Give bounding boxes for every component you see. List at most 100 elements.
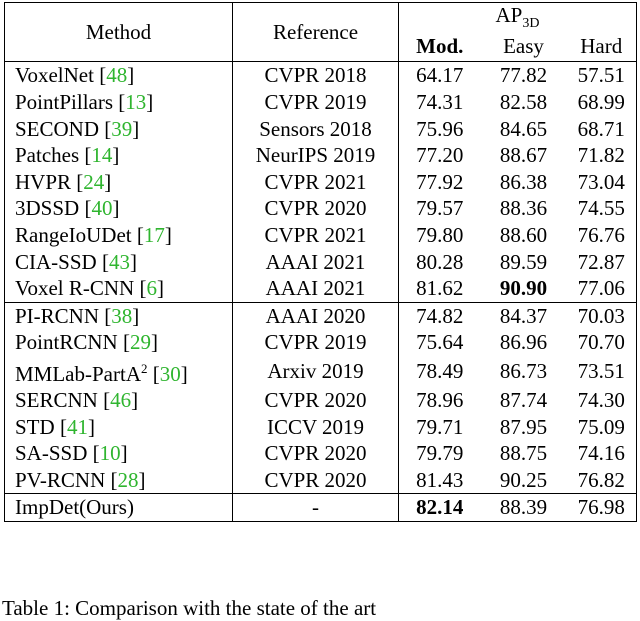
mod-cell: 78.49 <box>398 355 481 387</box>
method-cell: Voxel R-CNN 6 <box>5 275 233 302</box>
mod-cell: 79.79 <box>398 439 481 467</box>
method-cell: 3DSSD 40 <box>5 195 233 222</box>
header-easy: Easy <box>503 34 544 59</box>
method-cell: HVPR 24 <box>5 169 233 196</box>
hard-cell: 74.55 <box>577 196 625 221</box>
mod-cell: 80.28 <box>398 248 481 275</box>
reference-cell: CVPR 2019 <box>232 88 399 116</box>
hard-cell: 73.04 <box>577 169 625 194</box>
reference-cell: CVPR 2021 <box>232 168 399 196</box>
easy-cell: 88.75 <box>499 441 548 466</box>
method-cell: PointPillars 13 <box>5 89 233 116</box>
easy-cell: 86.38 <box>499 169 548 194</box>
hard-cell: 75.09 <box>577 414 625 439</box>
reference-cell: AAAI 2021 <box>232 274 399 303</box>
method-cell: MMLab-PartA2 30 <box>5 356 233 387</box>
mod-cell: 79.71 <box>398 413 481 440</box>
method-cell: VoxelNet 48 <box>4 61 233 89</box>
mod-cell: 78.96 <box>398 386 481 414</box>
citation: 6 <box>139 276 164 300</box>
easy-cell: 90.90 <box>499 276 548 301</box>
easy-cell: 87.74 <box>499 388 548 413</box>
method-name: PointPillars <box>15 90 114 115</box>
easy-cell: 87.95 <box>499 414 548 439</box>
mod-cell: 81.62 <box>398 274 481 303</box>
method-cell: PI-RCNN 38 <box>4 301 233 330</box>
reference-cell: CVPR 2020 <box>232 195 399 222</box>
citation: 39 <box>104 117 139 141</box>
method-cell: ImpDet(Ours) <box>4 493 233 522</box>
hard-cell: 76.98 <box>566 493 637 522</box>
easy-cell: 88.36 <box>499 196 548 221</box>
citation: 13 <box>118 90 153 114</box>
method-cell: Patches 14 <box>5 142 233 169</box>
hard-cell: 70.70 <box>577 330 625 355</box>
reference-cell: CVPR 2020 <box>232 386 399 414</box>
reference-cell: NeurIPS 2019 <box>232 141 399 169</box>
mod-cell: 81.43 <box>398 466 481 494</box>
mod-cell: 74.82 <box>398 301 481 330</box>
method-name: Patches <box>15 143 80 168</box>
reference-cell: CVPR 2019 <box>232 329 399 356</box>
header-method: Method <box>85 19 152 44</box>
easy-cell: 86.96 <box>499 330 548 355</box>
method-superscript: 2 <box>140 360 148 376</box>
hard-cell: 73.51 <box>577 359 625 384</box>
method-cell: SA-SSD 10 <box>5 440 233 467</box>
method-name: HVPR <box>15 169 72 194</box>
citation: 28 <box>111 468 146 492</box>
hard-cell: 74.30 <box>577 388 625 413</box>
citation: 38 <box>104 304 139 328</box>
reference-cell: - <box>232 493 399 522</box>
easy-cell: 88.39 <box>480 493 567 522</box>
hard-cell: 76.82 <box>577 467 625 492</box>
hard-cell: 68.99 <box>577 90 625 115</box>
method-name: MMLab-PartA <box>15 361 141 386</box>
reference-cell: Arxiv 2019 <box>232 355 399 387</box>
header-hard: Hard <box>580 34 623 59</box>
method-cell: STD 41 <box>5 413 233 440</box>
method-cell: RangeIoUDet 17 <box>5 222 233 249</box>
citation: 41 <box>60 415 95 439</box>
method-name: Voxel R-CNN <box>15 276 135 301</box>
ap-label: AP <box>495 3 523 27</box>
mod-cell: 79.57 <box>398 195 481 222</box>
reference-cell: CVPR 2021 <box>232 221 399 249</box>
reference-cell: CVPR 2020 <box>232 439 399 467</box>
citation: 10 <box>93 441 128 465</box>
mod-cell: 79.80 <box>398 221 481 249</box>
hard-cell: 68.71 <box>577 116 625 141</box>
method-name: SERCNN <box>15 388 98 413</box>
mod-cell: 82.14 <box>398 493 481 522</box>
method-name: SECOND <box>15 116 100 141</box>
citation: 46 <box>103 388 138 412</box>
method-name: PI-RCNN <box>15 303 100 328</box>
easy-cell: 84.65 <box>499 116 548 141</box>
table-body: VoxelNet 48CVPR 201864.1777.8257.51Point… <box>4 61 637 522</box>
hard-cell: 71.82 <box>577 143 625 168</box>
hard-cell: 76.76 <box>577 223 625 248</box>
hard-cell: 70.03 <box>566 301 637 330</box>
easy-cell: 86.73 <box>499 359 548 384</box>
easy-cell: 88.60 <box>499 223 548 248</box>
table-row: ImpDet(Ours) -82.14 88.39 76.98 <box>4 493 637 522</box>
method-cell: PV-RCNN 28 <box>5 467 233 494</box>
method-name: PV-RCNN <box>15 467 106 492</box>
header-ap: AP3D <box>397 2 637 33</box>
citation: 24 <box>76 170 111 194</box>
hard-cell: 57.51 <box>566 61 637 89</box>
ap-subscript: 3D <box>522 16 540 32</box>
easy-cell: 89.59 <box>499 249 548 274</box>
easy-cell: 88.67 <box>499 143 548 168</box>
method-name: ImpDet(Ours) <box>15 495 134 520</box>
mod-cell: 77.20 <box>398 141 481 169</box>
